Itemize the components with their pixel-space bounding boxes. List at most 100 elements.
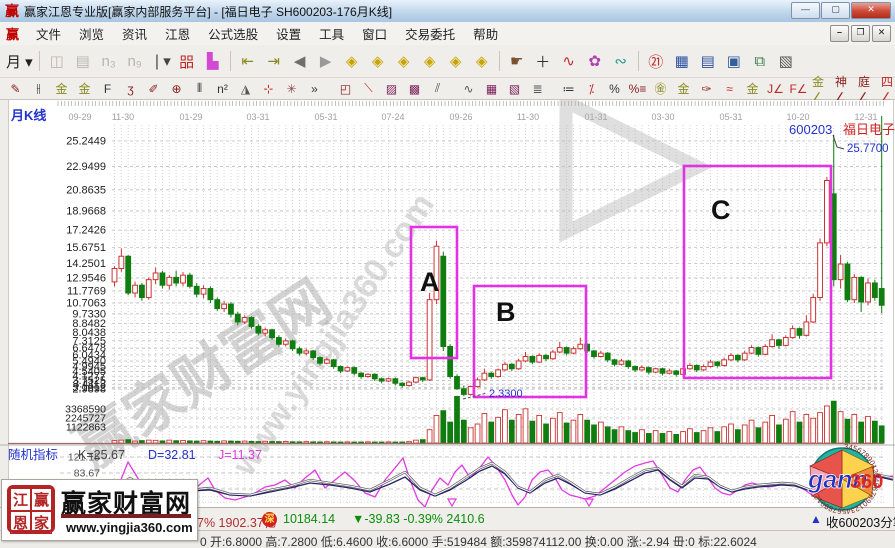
menu-公式选股[interactable]: 公式选股 (208, 28, 259, 42)
volume-bar (776, 424, 782, 444)
gold-grid-1-icon[interactable]: 金 (55, 82, 68, 96)
shaded-box-icon[interactable]: ▨ (385, 81, 398, 96)
percent-slash-icon[interactable]: ⁒ (588, 81, 595, 96)
candle-body (659, 368, 666, 374)
notepad-icon[interactable]: ▤ (700, 53, 715, 70)
gann-diamond-6-icon[interactable]: ◈ (475, 53, 488, 70)
shen-angle-icon[interactable]: 神∠ (835, 75, 848, 104)
gold-angle-icon[interactable]: 金 (746, 82, 759, 96)
volume-bar (474, 423, 481, 444)
si-angle-icon[interactable]: 四∠ (881, 75, 894, 104)
grid9-icon[interactable]: n₉ (127, 52, 142, 70)
ruler-lines-icon[interactable]: ⫴ (196, 81, 203, 95)
maximize-button[interactable]: ▢ (821, 2, 850, 19)
box-tool-icon[interactable]: ◰ (339, 81, 352, 96)
mdi-minimize-button[interactable]: – (830, 25, 849, 42)
gann-diamond-1-icon[interactable]: ◈ (345, 53, 358, 70)
title-bar[interactable]: 赢 赢家江恩专业版[赢家内部服务平台] - [福日电子 SH600203-176… (0, 0, 895, 23)
menu-江恩[interactable]: 江恩 (165, 28, 191, 42)
date-label: 11-30 (517, 112, 539, 122)
gann-diamond-5-icon[interactable]: ◈ (449, 53, 462, 70)
period-dropdown[interactable]: 月 ▾ (6, 53, 33, 71)
flower-icon[interactable]: ✿ (588, 53, 601, 70)
minimize-button[interactable]: — (791, 2, 820, 19)
hatch-box-icon[interactable]: ▩ (408, 81, 421, 96)
marker-pen-icon[interactable]: ✑ (701, 81, 712, 96)
grid3-icon[interactable]: n₃ (101, 52, 116, 70)
curve-icon[interactable]: ∾ (614, 53, 627, 70)
mdi-close-button[interactable]: ✕ (872, 25, 891, 42)
candle-body (337, 366, 344, 372)
hand-tool-icon[interactable]: ☛ (509, 53, 524, 70)
candle-body (502, 363, 508, 371)
gold-circle-icon[interactable]: ㊎ (654, 82, 667, 96)
date-label: 12-31 (854, 112, 877, 122)
angle-flag-icon[interactable]: ◮ (240, 81, 251, 96)
price-axis-label: 4.9945 (72, 361, 106, 373)
candle-body (591, 350, 597, 358)
antenna-icon: ▲ (810, 512, 822, 526)
crosshair-icon[interactable]: ＋ (535, 53, 551, 71)
zigzag-icon[interactable]: ∿ (562, 53, 575, 70)
menu-浏览[interactable]: 浏览 (79, 28, 105, 42)
parallel-lines-icon[interactable]: ⫽ (434, 81, 441, 95)
gold-grid-2-icon[interactable]: 金 (78, 82, 91, 96)
menu-工具[interactable]: 工具 (319, 28, 345, 42)
gann-box-icon[interactable]: 㗊 (179, 53, 195, 71)
save-icon[interactable]: ▣ (726, 53, 741, 70)
star-wheel-icon[interactable]: ✳ (286, 81, 297, 96)
gann-diamond-4-icon[interactable]: ◈ (423, 53, 436, 70)
ray-fan-icon[interactable]: ⟍ (364, 81, 373, 95)
menu-帮助[interactable]: 帮助 (473, 28, 499, 42)
candle-body (481, 372, 488, 381)
fibo-grid-icon[interactable]: F (103, 81, 112, 96)
menu-设置[interactable]: 设置 (276, 28, 302, 42)
prev-page-icon[interactable]: ◀ (293, 53, 306, 70)
target-icon[interactable]: ⊹ (263, 81, 274, 96)
printer-icon[interactable]: ▧ (778, 53, 793, 70)
gold2-angle-icon[interactable]: 金∠ (812, 75, 825, 104)
menu-交易委托[interactable]: 交易委托 (405, 28, 456, 42)
n-square-icon[interactable]: n² (217, 81, 228, 96)
candle-body (597, 352, 604, 358)
j-angle-icon[interactable]: J∠ (767, 81, 784, 96)
wave-icon[interactable]: ∿ (463, 81, 474, 96)
last-page-icon[interactable]: ⇥ (267, 53, 280, 70)
brush-icon[interactable]: ✐ (148, 81, 159, 96)
menu-资讯[interactable]: 资讯 (122, 28, 148, 42)
copy-icon[interactable]: ⧉ (754, 52, 766, 70)
percent-icon[interactable]: % (609, 81, 620, 96)
gann-diamond-3-icon[interactable]: ◈ (397, 53, 410, 70)
mdi-restore-button[interactable]: ❐ (851, 25, 870, 42)
close-button[interactable]: ✕ (851, 2, 891, 19)
cycle-circle-icon[interactable]: ⊕ (171, 81, 182, 96)
stats-panel-icon[interactable]: ≔ (562, 81, 575, 96)
f10-info-icon[interactable]: ▤ (75, 53, 90, 70)
overview-icon[interactable]: ◫ (49, 53, 64, 70)
ting-angle-icon[interactable]: 庭∠ (858, 75, 871, 104)
more-tools-chevron[interactable]: » (311, 81, 318, 96)
menu-窗口[interactable]: 窗口 (362, 28, 388, 42)
kline-style-icon[interactable]: ❘▾ (150, 53, 171, 70)
tick-view-label[interactable]: 收600203分笔 (826, 516, 895, 530)
kline-chart-canvas[interactable]: 09-29 11-30 01-29 03-31 05-31 07-24 09-26 11-30… (0, 100, 895, 507)
volume-bar (680, 431, 686, 444)
gold-levels-icon[interactable]: 金 (677, 82, 690, 96)
wave-band-icon[interactable]: ≈ (726, 81, 733, 96)
percent-levels-icon[interactable]: %≡ (628, 81, 647, 96)
pen-tool-icon[interactable]: ✎ (10, 81, 21, 96)
dense-grid-icon[interactable]: ▦ (485, 81, 498, 96)
angle-grid-icon[interactable]: ▧ (508, 81, 521, 96)
spiral-icon[interactable]: ʒ (127, 81, 134, 96)
f-angle-icon[interactable]: F∠ (789, 81, 808, 96)
first-page-icon[interactable]: ⇤ (241, 53, 254, 70)
colored-histogram-icon[interactable]: ▙ (206, 53, 219, 70)
calendar-icon[interactable]: ㉑ (648, 53, 664, 71)
menu-文件[interactable]: 文件 (36, 28, 62, 42)
comb-lines-icon[interactable]: ⫲ (36, 81, 41, 95)
gann-diamond-2-icon[interactable]: ◈ (371, 53, 384, 70)
channel-icon[interactable]: ≣ (532, 81, 543, 96)
candle-body (508, 363, 515, 370)
calculator-icon[interactable]: ▦ (674, 53, 689, 70)
next-page-icon[interactable]: ▶ (319, 53, 332, 70)
